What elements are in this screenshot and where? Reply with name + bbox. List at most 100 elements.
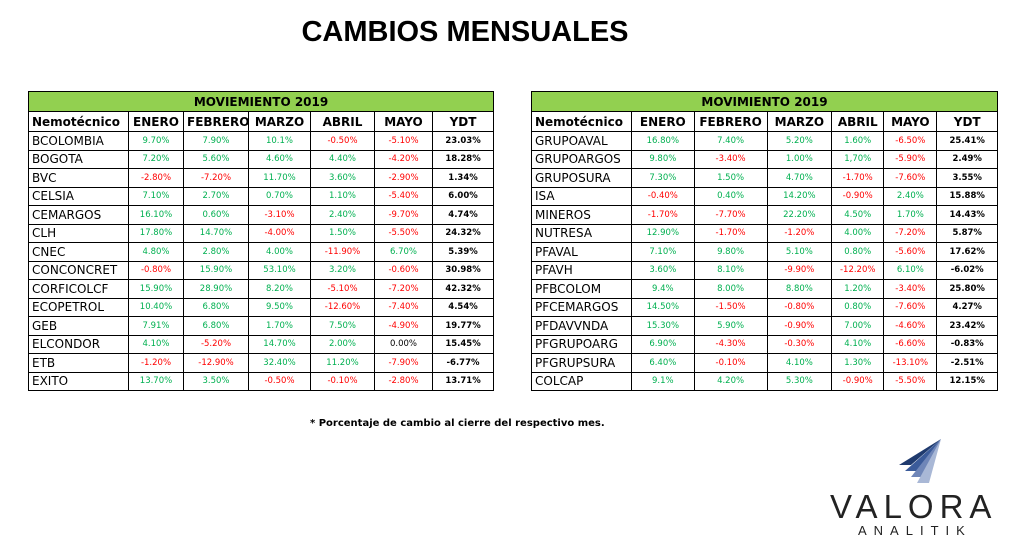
value-cell: 0.80% — [831, 297, 885, 317]
value-cell: -2.90% — [374, 168, 433, 188]
ytd-cell: 4.27% — [936, 297, 998, 317]
value-cell: 7.10% — [631, 242, 695, 262]
value-cell: 14.20% — [766, 186, 833, 206]
value-cell: 6.90% — [631, 334, 695, 354]
left-movement-table: MOVIEMIENTO 2019 Nemotécnico ENERO FEBRERO… — [27, 91, 495, 391]
logo-subtitle: ANALITIK — [858, 523, 972, 538]
value-cell: -0.60% — [374, 260, 433, 280]
ticker-cell: PFGRUPSURA — [530, 353, 633, 373]
value-cell: -4.00% — [248, 223, 311, 243]
value-cell: 7.00% — [831, 316, 885, 336]
table-row: GRUPOARGOS 9.80% -3.40% 1.00% 1,70% -5.90% 2.4… — [530, 149, 998, 169]
table-row: CELSIA 7.10% 2.70% 0.70% 1.10% -5.40% 6.00% — [28, 186, 495, 206]
value-cell: 6.70% — [374, 242, 433, 262]
ticker-cell: PFDAVVNDA — [530, 316, 633, 336]
ticker-cell: CORFICOLCF — [28, 279, 129, 299]
ytd-cell: 12.15% — [936, 371, 998, 391]
ticker-cell: CONCONCRET — [28, 260, 129, 280]
value-cell: 9.80% — [693, 242, 768, 262]
value-cell: -6.60% — [883, 334, 938, 354]
ticker-cell: MINEROS — [530, 205, 633, 225]
header-row: Nemotécnico ENERO FEBRERO MARZO ABRIL MAYO YDT — [530, 111, 998, 132]
table-row: BCOLOMBIA 9.70% 7.90% 10.1% -0.50% -5.10% 23.0… — [28, 131, 495, 151]
value-cell: 7.30% — [631, 168, 695, 188]
value-cell: 22.20% — [766, 205, 833, 225]
value-cell: 1.50% — [693, 168, 768, 188]
value-cell: 2.00% — [310, 334, 375, 354]
column-header: YDT — [431, 111, 495, 132]
table-row: GRUPOAVAL 16.80% 7.40% 5.20% 1.60% -6.50% 25.4… — [530, 131, 998, 151]
value-cell: 6.80% — [183, 297, 249, 317]
ticker-cell: PFAVH — [530, 260, 633, 280]
value-cell: 9.50% — [248, 297, 311, 317]
column-header: ENERO — [631, 111, 695, 132]
table-caption: MOVIMIENTO 2019 — [531, 91, 998, 112]
ticker-cell: PFBCOLOM — [530, 279, 633, 299]
value-cell: 15.30% — [631, 316, 695, 336]
value-cell: 2.70% — [183, 186, 249, 206]
value-cell: -7.40% — [374, 297, 433, 317]
value-cell: 7.91% — [128, 316, 184, 336]
value-cell: 12.90% — [631, 223, 695, 243]
value-cell: 1.30% — [831, 353, 885, 373]
column-header: MARZO — [248, 111, 311, 132]
value-cell: -7.60% — [883, 297, 938, 317]
table-body: GRUPOAVAL 16.80% 7.40% 5.20% 1.60% -6.50% 25.4… — [530, 131, 998, 391]
value-cell: 1.20% — [831, 279, 885, 299]
ytd-cell: 4.74% — [431, 205, 495, 225]
value-cell: 1.50% — [310, 223, 375, 243]
value-cell: 10.1% — [248, 131, 311, 151]
value-cell: 14.50% — [631, 297, 695, 317]
value-cell: 5.90% — [693, 316, 768, 336]
value-cell: 14.70% — [183, 223, 249, 243]
value-cell: -6.50% — [883, 131, 938, 151]
column-header: Nemotécnico — [28, 111, 129, 132]
table-body: BCOLOMBIA 9.70% 7.90% 10.1% -0.50% -5.10% 23.0… — [28, 131, 495, 391]
ytd-cell: 1.34% — [431, 168, 495, 188]
value-cell: 6.40% — [631, 353, 695, 373]
value-cell: -7.70% — [693, 205, 768, 225]
ticker-cell: BCOLOMBIA — [28, 131, 129, 151]
value-cell: 7.10% — [128, 186, 184, 206]
ytd-cell: 4.54% — [431, 297, 495, 317]
value-cell: 4.50% — [831, 205, 885, 225]
value-cell: -5.10% — [374, 131, 433, 151]
value-cell: 1.00% — [766, 149, 833, 169]
value-cell: -0.10% — [310, 371, 375, 391]
value-cell: -0.50% — [248, 371, 311, 391]
value-cell: -13.10% — [883, 353, 938, 373]
table-row: CORFICOLCF 15.90% 28.90% 8.20% -5.10% -7.20% 4… — [28, 279, 495, 299]
value-cell: -7.20% — [183, 168, 249, 188]
ticker-cell: CELSIA — [28, 186, 129, 206]
ytd-cell: 25.41% — [936, 131, 998, 151]
value-cell: -7.90% — [374, 353, 433, 373]
value-cell: 10.40% — [128, 297, 184, 317]
value-cell: 4.20% — [693, 371, 768, 391]
value-cell: -4.60% — [883, 316, 938, 336]
value-cell: -5.60% — [883, 242, 938, 262]
value-cell: 7.20% — [128, 149, 184, 169]
ticker-cell: ISA — [530, 186, 633, 206]
value-cell: -11.90% — [310, 242, 375, 262]
value-cell: -0.10% — [693, 353, 768, 373]
value-cell: 1,70% — [831, 149, 885, 169]
value-cell: -0.80% — [128, 260, 184, 280]
column-header: FEBRERO — [693, 111, 768, 132]
value-cell: 4.00% — [831, 223, 885, 243]
ytd-cell: 13.71% — [431, 371, 495, 391]
value-cell: -1.20% — [766, 223, 833, 243]
value-cell: 8.00% — [693, 279, 768, 299]
ticker-cell: BOGOTA — [28, 149, 129, 169]
value-cell: 17.80% — [128, 223, 184, 243]
ytd-cell: 2.49% — [936, 149, 998, 169]
value-cell: 3.60% — [310, 168, 375, 188]
value-cell: -5.40% — [374, 186, 433, 206]
value-cell: -2.80% — [128, 168, 184, 188]
ytd-cell: 25.80% — [936, 279, 998, 299]
column-header: MARZO — [766, 111, 833, 132]
value-cell: 4.70% — [766, 168, 833, 188]
table-caption: MOVIEMIENTO 2019 — [27, 91, 495, 112]
value-cell: 15.90% — [128, 279, 184, 299]
value-cell: 4.10% — [831, 334, 885, 354]
value-cell: -7.20% — [374, 279, 433, 299]
